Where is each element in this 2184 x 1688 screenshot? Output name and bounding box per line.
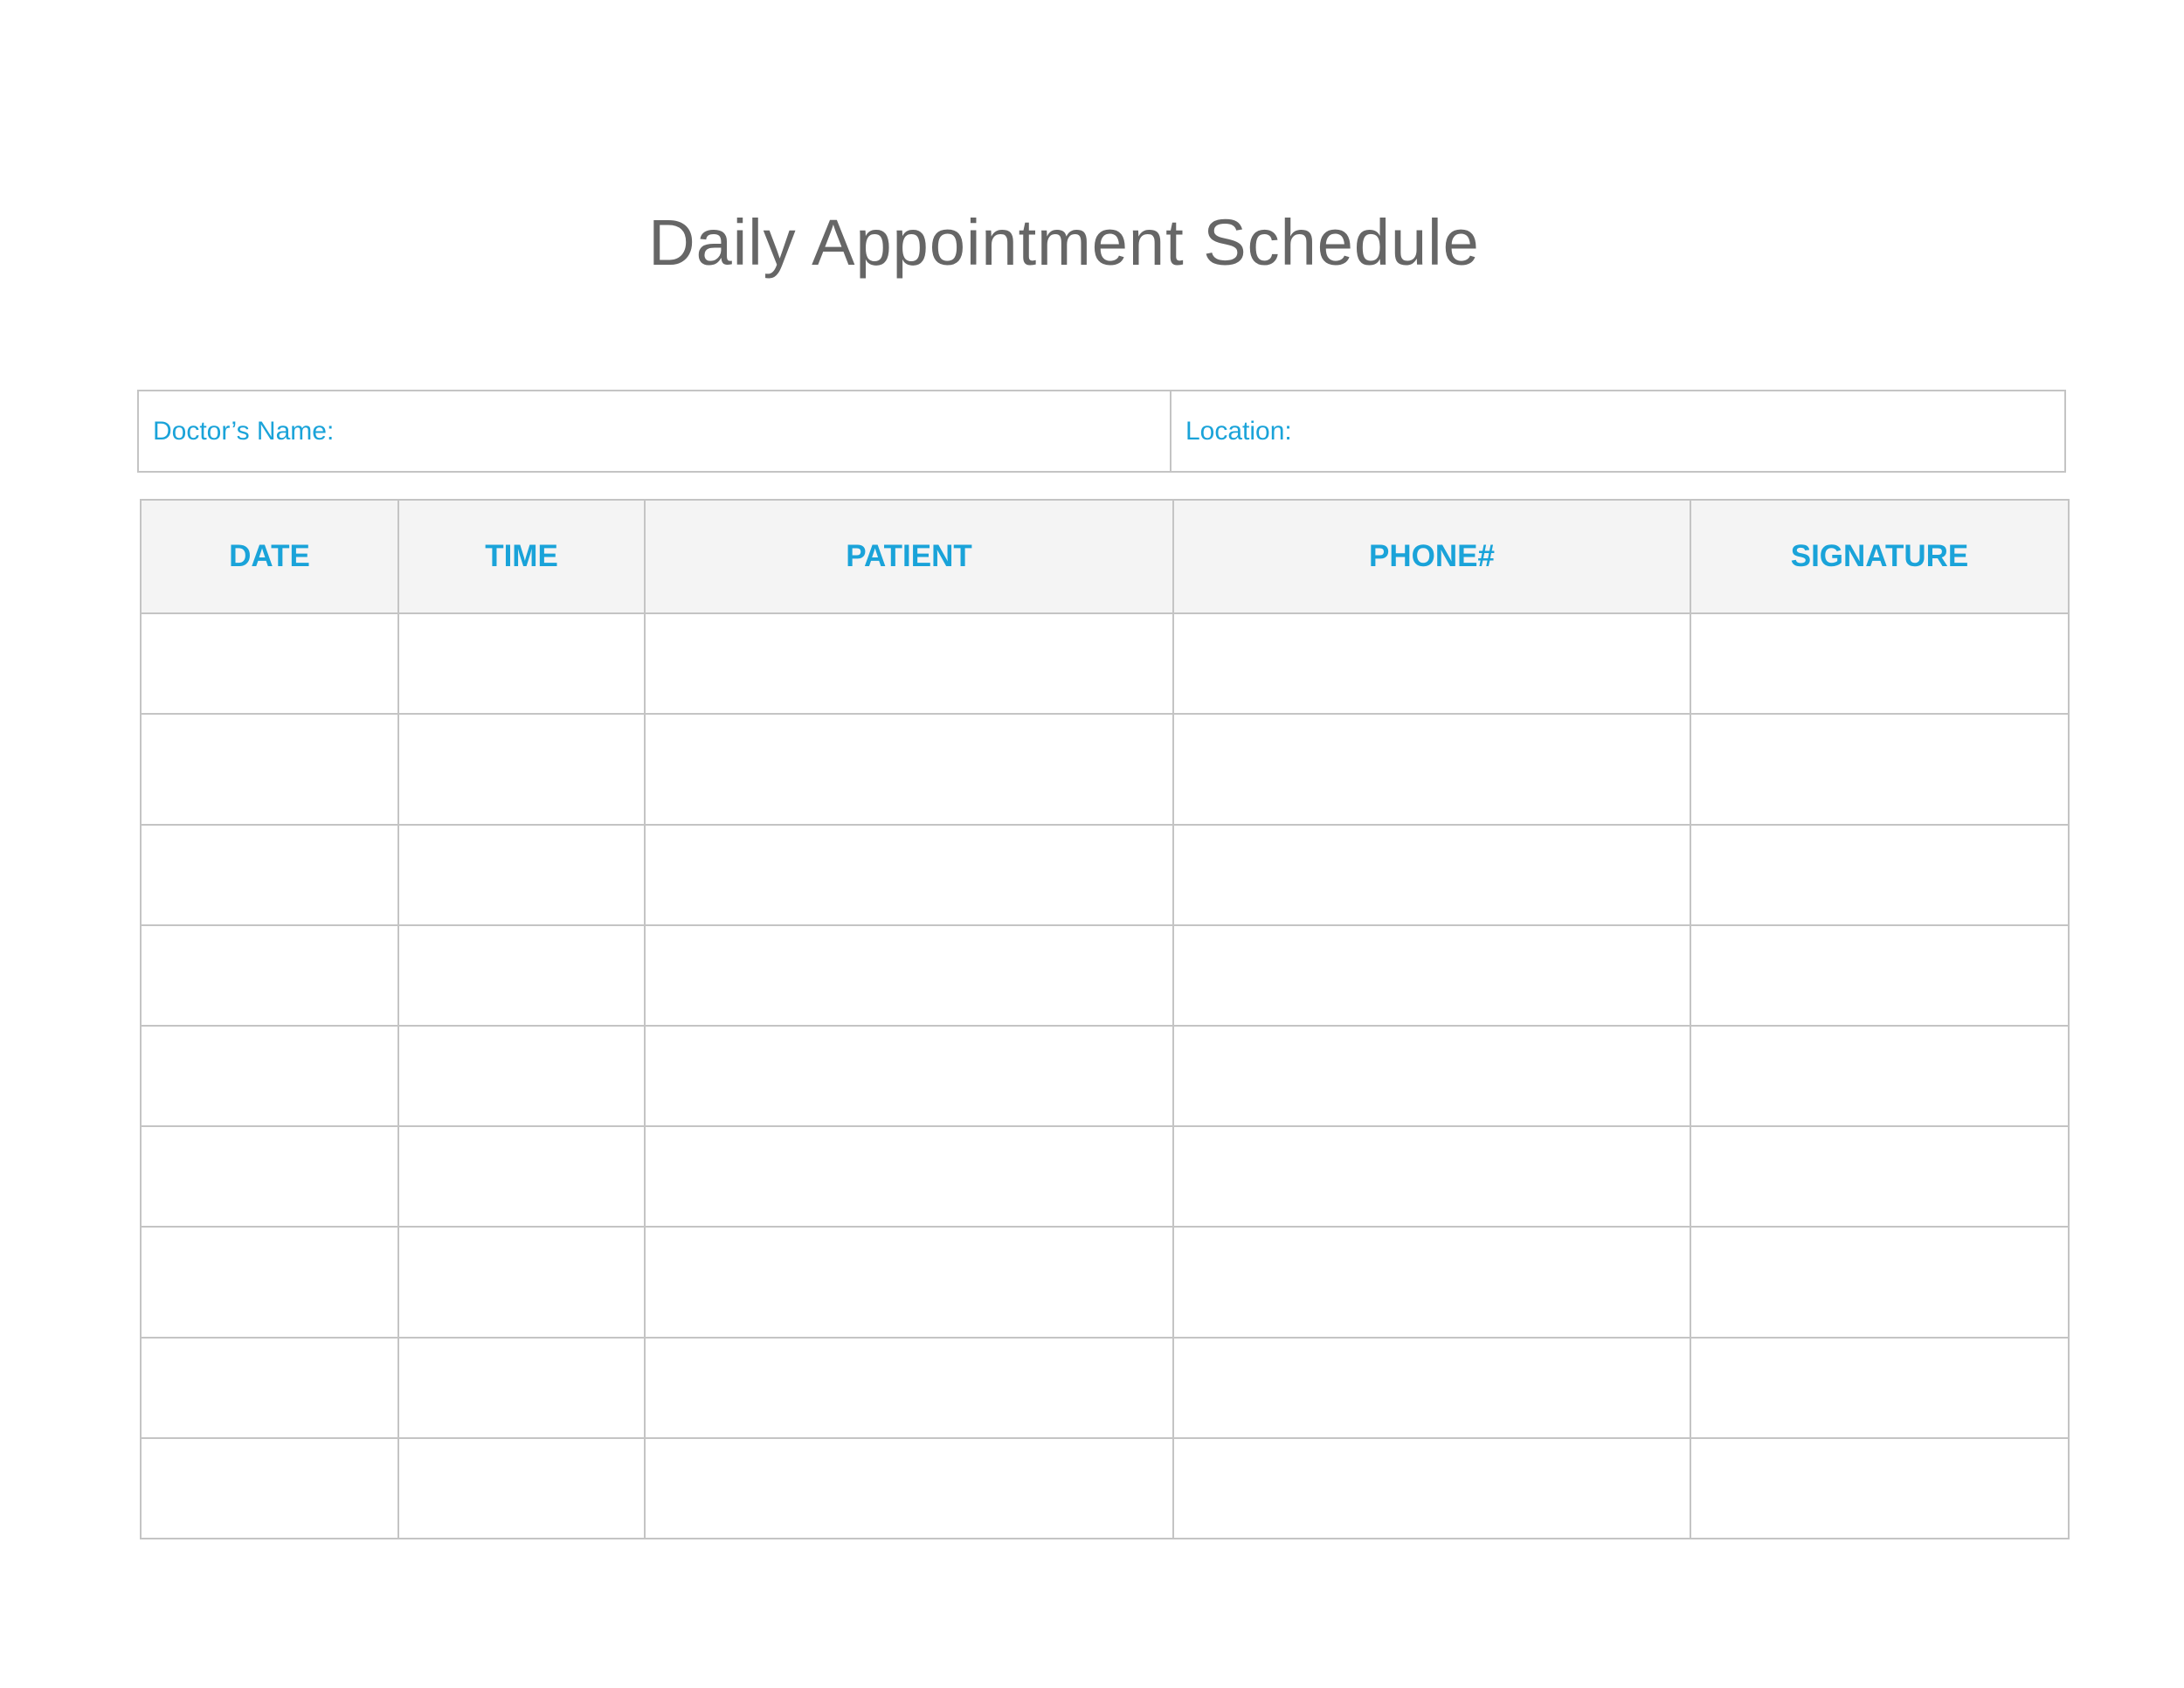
doctor-name-label: Doctor’s Name: <box>153 416 335 446</box>
location-field[interactable]: Location: <box>1171 391 2064 471</box>
table-row <box>140 1226 2070 1339</box>
column-header-time: TIME <box>397 499 646 614</box>
column-header-patient: PATIENT <box>644 499 1174 614</box>
signature-cell[interactable] <box>1690 924 2070 1027</box>
date-cell[interactable] <box>140 1226 399 1339</box>
date-cell[interactable] <box>140 1025 399 1127</box>
phone-cell[interactable] <box>1172 1025 1691 1127</box>
signature-cell[interactable] <box>1690 1125 2070 1228</box>
signature-cell[interactable] <box>1690 1437 2070 1539</box>
patient-cell[interactable] <box>644 1337 1174 1439</box>
location-label: Location: <box>1185 416 1292 446</box>
signature-cell[interactable] <box>1690 1337 2070 1439</box>
page-title: Daily Appointment Schedule <box>648 206 1480 279</box>
signature-cell[interactable] <box>1690 612 2070 715</box>
time-cell[interactable] <box>397 1437 646 1539</box>
signature-cell[interactable] <box>1690 1025 2070 1127</box>
date-cell[interactable] <box>140 1125 399 1228</box>
date-cell[interactable] <box>140 1437 399 1539</box>
doctor-name-field[interactable]: Doctor’s Name: <box>139 391 1171 471</box>
patient-cell[interactable] <box>644 824 1174 926</box>
header-row: DATE TIME PATIENT PHONE# SIGNATURE <box>140 499 2070 614</box>
signature-cell[interactable] <box>1690 1226 2070 1339</box>
time-cell[interactable] <box>397 713 646 826</box>
phone-cell[interactable] <box>1172 1437 1691 1539</box>
date-cell[interactable] <box>140 824 399 926</box>
patient-cell[interactable] <box>644 1025 1174 1127</box>
column-header-date: DATE <box>140 499 399 614</box>
patient-cell[interactable] <box>644 1437 1174 1539</box>
date-cell[interactable] <box>140 713 399 826</box>
phone-cell[interactable] <box>1172 1125 1691 1228</box>
time-cell[interactable] <box>397 1125 646 1228</box>
patient-cell[interactable] <box>644 1125 1174 1228</box>
patient-cell[interactable] <box>644 612 1174 715</box>
phone-cell[interactable] <box>1172 1226 1691 1339</box>
date-cell[interactable] <box>140 924 399 1027</box>
phone-cell[interactable] <box>1172 824 1691 926</box>
time-cell[interactable] <box>397 612 646 715</box>
table-row <box>140 1125 2070 1228</box>
signature-cell[interactable] <box>1690 713 2070 826</box>
phone-cell[interactable] <box>1172 924 1691 1027</box>
info-box: Doctor’s Name: Location: <box>137 390 2066 473</box>
date-cell[interactable] <box>140 612 399 715</box>
table-row <box>140 612 2070 715</box>
table-row <box>140 1025 2070 1127</box>
patient-cell[interactable] <box>644 1226 1174 1339</box>
phone-cell[interactable] <box>1172 612 1691 715</box>
table-row <box>140 1337 2070 1439</box>
date-cell[interactable] <box>140 1337 399 1439</box>
table-row <box>140 713 2070 826</box>
phone-cell[interactable] <box>1172 1337 1691 1439</box>
appointment-table: DATE TIME PATIENT PHONE# SIGNATURE <box>140 499 2070 1539</box>
table-row <box>140 824 2070 926</box>
table-row <box>140 1437 2070 1539</box>
signature-cell[interactable] <box>1690 824 2070 926</box>
table-row <box>140 924 2070 1027</box>
time-cell[interactable] <box>397 1025 646 1127</box>
time-cell[interactable] <box>397 824 646 926</box>
column-header-phone: PHONE# <box>1172 499 1691 614</box>
time-cell[interactable] <box>397 1337 646 1439</box>
time-cell[interactable] <box>397 924 646 1027</box>
column-header-signature: SIGNATURE <box>1690 499 2070 614</box>
time-cell[interactable] <box>397 1226 646 1339</box>
patient-cell[interactable] <box>644 924 1174 1027</box>
phone-cell[interactable] <box>1172 713 1691 826</box>
patient-cell[interactable] <box>644 713 1174 826</box>
